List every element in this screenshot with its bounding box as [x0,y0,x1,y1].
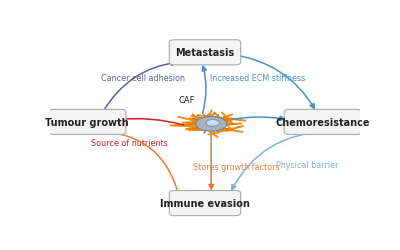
Text: Stores growth factors: Stores growth factors [193,162,279,171]
FancyBboxPatch shape [284,110,362,135]
FancyBboxPatch shape [48,110,126,135]
Ellipse shape [206,120,219,127]
Text: Chemoresistance: Chemoresistance [276,118,370,128]
FancyBboxPatch shape [169,191,241,216]
Text: Cancer cell adhesion: Cancer cell adhesion [101,74,185,82]
Text: Increased ECM stiffness: Increased ECM stiffness [210,74,305,82]
Text: Source of nutrients: Source of nutrients [91,138,168,147]
Text: Immune evasion: Immune evasion [160,198,250,208]
FancyBboxPatch shape [169,40,241,66]
Ellipse shape [196,117,227,132]
Text: CAF: CAF [178,96,195,105]
Text: Physical barrier: Physical barrier [276,160,338,169]
Text: Metastasis: Metastasis [175,48,235,58]
Text: Tumour growth: Tumour growth [45,118,129,128]
